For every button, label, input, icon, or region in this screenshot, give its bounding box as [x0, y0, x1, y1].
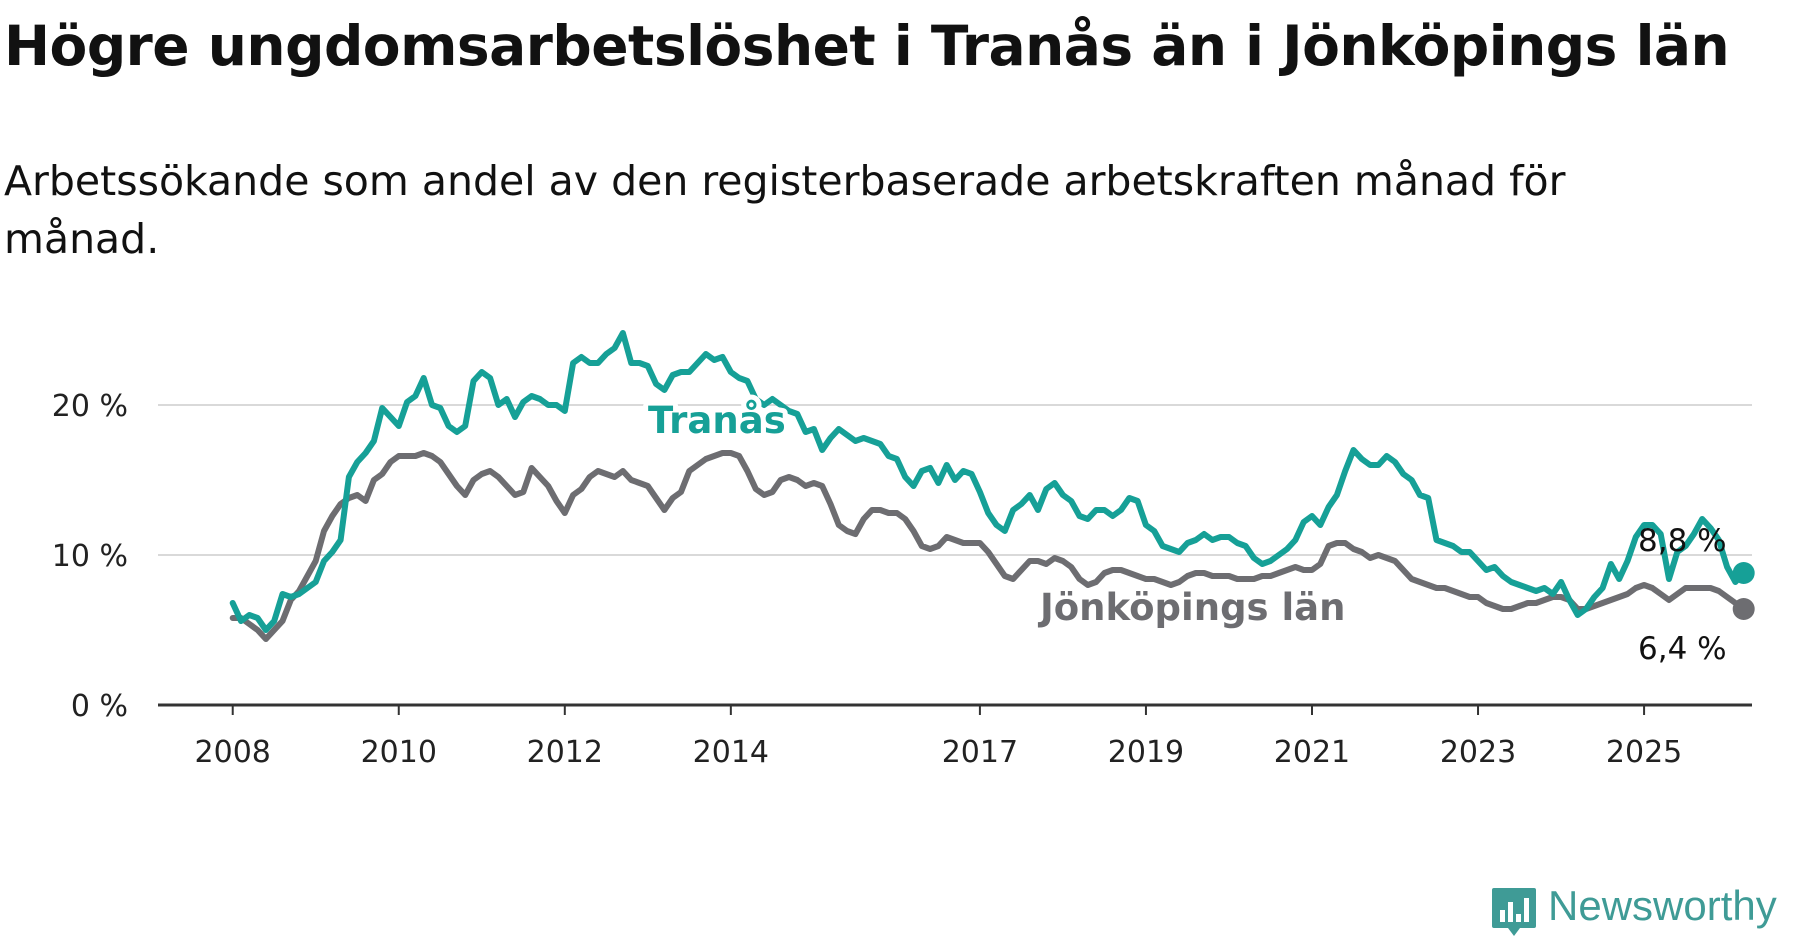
x-tick-label: 2023: [1440, 735, 1516, 770]
newsworthy-logo-icon: [1492, 888, 1536, 936]
x-tick-label: 2025: [1606, 735, 1682, 770]
end-marker-jonkopings-lan: [1732, 598, 1755, 620]
x-tick-label: 2019: [1108, 735, 1184, 770]
y-tick-label: 0 %: [71, 689, 128, 724]
series-label-tranas: Tranås: [648, 399, 786, 442]
end-markers: 8,8 % 6,4 %: [1638, 523, 1755, 667]
series-label-jonkopings-lan-halo: Jönköpings län: [1037, 586, 1345, 629]
y-tick-label: 10 %: [52, 539, 128, 574]
x-tick-label: 2010: [361, 735, 437, 770]
x-tick-label: 2008: [195, 735, 271, 770]
x-tick-label: 2017: [942, 735, 1018, 770]
newsworthy-wordmark: Newsworthy: [1548, 882, 1777, 929]
y-tick-label: 20 %: [52, 389, 128, 424]
gridlines: [158, 404, 1752, 556]
x-axis: 2008 2010 2012 2014 2017 2019 2021 2023 2025: [158, 703, 1752, 770]
series-line-tranas: [229, 330, 1747, 633]
newsworthy-brand: Newsworthy: [1490, 882, 1795, 942]
end-value-label: 6,4 %: [1638, 631, 1727, 667]
x-tick-label: 2012: [527, 735, 603, 770]
series-line-jonkopings-lan: [229, 450, 1747, 642]
x-tick-label: 2014: [693, 735, 769, 770]
chart-subtitle: Arbetssökande som andel av den registerb…: [4, 157, 1566, 263]
y-axis-labels: 0 % 10 % 20 %: [52, 389, 128, 724]
series-label-jonkopings-lan: Jönköpings län: [1037, 586, 1345, 629]
x-tick-label: 2021: [1274, 735, 1350, 770]
series-lines: [229, 330, 1747, 642]
end-marker-tranas: [1732, 562, 1755, 584]
end-value-label: 8,8 %: [1638, 523, 1727, 559]
series-label-tranas-halo: Tranås: [648, 399, 786, 442]
chart-title: Högre ungdomsarbetslöshet i Tranås än i …: [4, 14, 1730, 78]
